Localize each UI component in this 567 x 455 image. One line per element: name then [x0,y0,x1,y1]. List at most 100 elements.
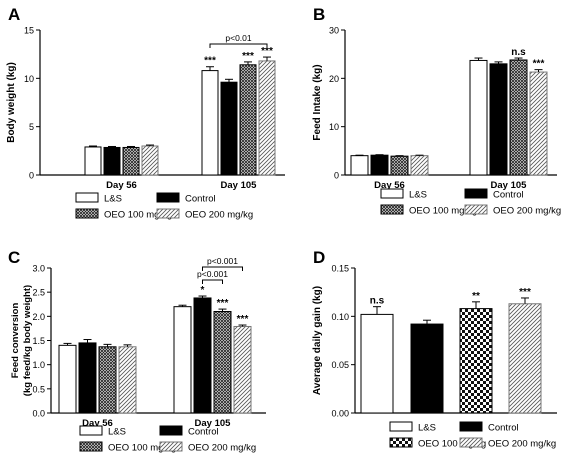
legend-C-swatch [159,425,183,436]
y-tick-label: 20 [329,74,339,84]
legend-D-label: OEO 100 mg/kg [418,439,486,450]
significance-mark: *** [261,46,273,57]
significance-mark: *** [237,314,249,325]
y-axis-label: Average daily gain (kg) [312,286,323,395]
bracket-label: p<0.001 [197,269,228,279]
bar-2-0-3 [118,346,137,414]
legend-B-label: L&S [409,190,427,201]
y-tick-label: 0.15 [331,264,349,274]
legend-A-label: Control [185,194,216,205]
significance-mark: n.s [370,296,385,307]
legend-B-label: OEO 200 mg/kg [493,206,561,217]
legend-A-swatch [156,208,180,219]
y-tick-label: 10 [24,74,34,84]
bar-1-1-0 [469,59,488,176]
significance-bracket [202,266,243,272]
bar-2-0-0 [58,344,77,414]
bar-2-1-1 [193,297,212,414]
significance-mark: *** [533,59,545,70]
bar-0-0-2 [122,146,140,176]
y-axis-label-2: (kg feed/kg body weight) [22,285,33,396]
significance-mark: *** [519,287,531,298]
bar-0-0-3 [141,145,159,176]
significance-mark: ** [472,291,480,302]
y-tick-label: 5 [29,122,34,132]
panel-letter: D [313,248,325,267]
panel-letter: B [313,5,325,24]
y-tick-label: 1.0 [32,360,45,370]
bar-3-3 [508,303,542,414]
legend-B-swatch [380,204,404,215]
x-group-label: Day 105 [491,180,528,191]
bar-2-0-1 [78,342,97,414]
legend-A-label: OEO 100 mg/kg [104,210,172,221]
panel-letter: A [8,5,20,24]
y-axis-label: Body weight (kg) [6,62,17,143]
y-tick-label: 10 [329,122,339,132]
bar-1-0-3 [410,155,429,176]
x-group-label: Day 105 [221,180,258,191]
panel-letter: C [8,248,20,267]
legend-D-swatch [459,437,483,448]
bar-3-2 [459,308,493,414]
y-tick-label: 0.05 [331,360,349,370]
legend-B-label: Control [493,190,524,201]
legend-D-swatch [459,421,483,432]
bar-0-0-1 [103,146,121,176]
significance-bracket [209,43,268,48]
x-group-label: Day 105 [195,418,232,429]
significance-mark: * [201,285,205,296]
bar-1-1-3 [529,71,548,176]
significance-mark: n.s [511,47,526,58]
y-tick-label: 0.10 [331,312,349,322]
legend-B-swatch [380,188,404,199]
y-tick-label: 3.0 [32,264,45,274]
y-axis-label: Feed Intake (kg) [312,64,323,140]
bar-2-1-3 [233,325,252,414]
bar-1-0-1 [370,154,389,176]
y-tick-label: 0 [29,171,34,181]
y-tick-label: 30 [329,26,339,36]
legend-C-swatch [159,441,183,452]
legend-D-swatch [389,421,413,432]
legend-C-label: Control [188,427,219,438]
significance-mark: *** [217,298,229,309]
bar-1-0-2 [390,155,409,176]
y-tick-label: 2.5 [32,288,45,298]
significance-mark: *** [242,51,254,62]
bar-1-1-2 [509,59,528,176]
significance-bracket [202,279,223,285]
legend-B-label: OEO 100 mg/kg [409,206,477,217]
y-axis-label: Feed conversion [10,303,21,379]
legend-A-swatch [75,208,99,219]
bar-0-1-2 [239,64,257,176]
y-tick-label: 1.5 [32,336,45,346]
y-tick-label: 0.5 [32,384,45,394]
bracket-label: p<0.01 [225,33,252,43]
y-tick-label: 0.00 [331,409,349,419]
bar-3-1 [410,323,444,414]
bar-2-0-2 [98,346,117,414]
legend-A-label: OEO 200 mg/kg [185,210,253,221]
x-group-label: Day 56 [374,180,405,191]
legend-B-swatch [464,204,488,215]
legend-D-label: L&S [418,423,436,434]
legend-C-swatch [79,441,103,452]
legend-C-swatch [79,425,103,436]
bar-0-1-3 [258,60,276,176]
bar-0-1-1 [220,81,238,176]
bar-0-0-0 [84,146,102,176]
x-group-label: Day 56 [106,180,137,191]
significance-mark: *** [204,56,216,67]
y-tick-label: 2.0 [32,312,45,322]
bar-2-1-2 [213,311,232,414]
bar-1-1-1 [489,63,508,176]
legend-C-label: OEO 100 mg/kg [108,443,176,454]
legend-D-swatch [389,437,413,448]
legend-D-label: Control [488,423,519,434]
bracket-label: p<0.001 [207,256,238,266]
legend-A-swatch [156,192,180,203]
legend-A-label: L&S [104,194,122,205]
x-group-label: Day 56 [82,418,113,429]
